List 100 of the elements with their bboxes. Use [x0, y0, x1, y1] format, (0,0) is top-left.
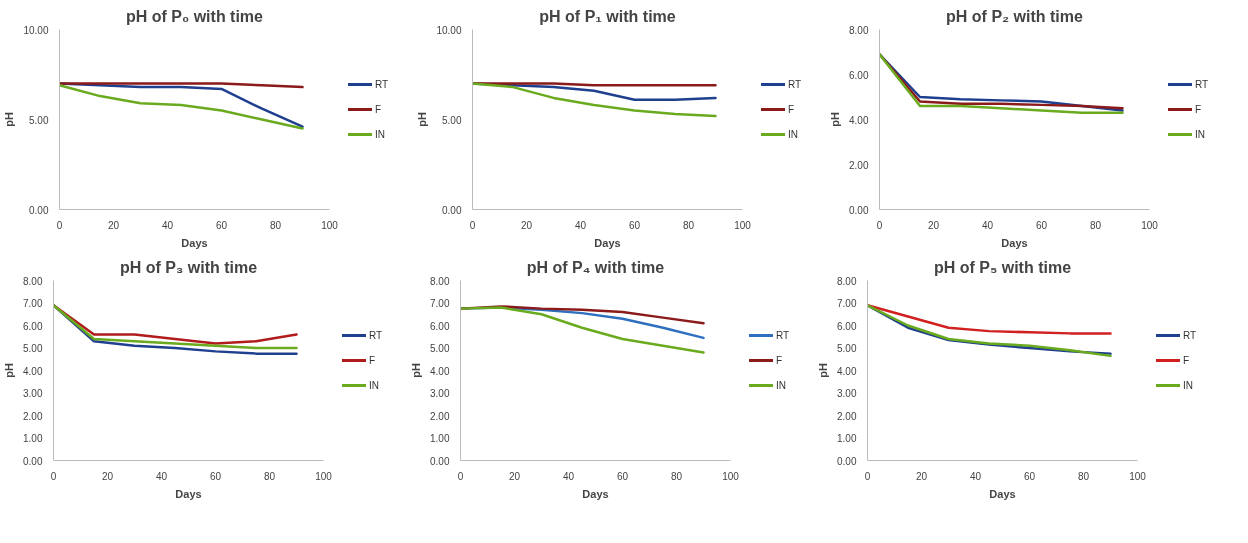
y-tick-label: 3.00 — [430, 388, 450, 399]
legend-label: F — [369, 355, 376, 366]
legend-label: IN — [776, 380, 786, 391]
legend-label: F — [776, 355, 783, 366]
y-tick-label: 5.00 — [29, 114, 49, 126]
legend-label: RT — [375, 79, 389, 90]
y-tick-label: 7.00 — [837, 298, 857, 309]
y-tick-label: 0.00 — [849, 204, 869, 216]
y-tick-label: 8.00 — [837, 275, 857, 287]
y-tick-label: 8.00 — [23, 275, 43, 287]
x-tick-label: 100 — [722, 470, 740, 482]
legend-label: RT — [369, 330, 383, 341]
x-tick-label: 40 — [981, 219, 994, 231]
x-tick-label: 80 — [263, 470, 276, 482]
y-tick-label: 5.00 — [442, 114, 462, 126]
x-tick-label: 100 — [734, 219, 752, 231]
y-tick-label: 10.00 — [23, 24, 49, 36]
x-tick-label: 60 — [215, 219, 228, 231]
y-tick-label: 3.00 — [837, 388, 857, 399]
y-tick-label: 5.00 — [837, 343, 857, 354]
x-tick-label: 100 — [315, 470, 333, 482]
x-tick-label: 80 — [682, 219, 695, 231]
x-tick-label: 80 — [670, 470, 683, 482]
x-axis-title: Days — [1001, 236, 1028, 249]
y-tick-label: 4.00 — [849, 114, 869, 126]
legend-label: RT — [776, 330, 790, 341]
y-tick-label: 5.00 — [23, 343, 43, 354]
legend-label: F — [1183, 355, 1190, 366]
x-tick-label: 60 — [628, 219, 641, 231]
y-tick-label: 4.00 — [23, 365, 43, 377]
y-tick-label: 4.00 — [430, 365, 450, 377]
y-axis-title: pH — [416, 112, 429, 127]
y-axis-title: pH — [829, 112, 842, 127]
y-tick-label: 8.00 — [430, 275, 450, 287]
y-tick-label: 8.00 — [849, 24, 869, 36]
chart-title: pH of P₀ with time — [126, 7, 264, 25]
legend-label: F — [1195, 104, 1202, 115]
x-tick-label: 80 — [1089, 219, 1102, 231]
line-series — [867, 304, 1112, 335]
y-tick-label: 3.00 — [23, 388, 43, 399]
y-tick-label: 7.00 — [430, 298, 450, 309]
x-axis-title: Days — [175, 487, 202, 500]
x-tick-label: 100 — [321, 219, 339, 231]
x-tick-label: 20 — [107, 219, 120, 231]
legend-label: IN — [369, 380, 379, 391]
y-tick-label: 4.00 — [837, 365, 857, 377]
x-tick-label: 40 — [969, 470, 982, 482]
x-tick-label: 0 — [864, 470, 871, 482]
y-tick-label: 6.00 — [849, 69, 869, 81]
legend-label: RT — [788, 79, 802, 90]
y-tick-label: 5.00 — [430, 343, 450, 354]
y-tick-label: 6.00 — [430, 320, 450, 332]
chart-title: pH of P₄ with time — [526, 258, 665, 276]
y-tick-label: 2.00 — [430, 410, 450, 422]
chart-title: pH of P₁ with time — [539, 7, 676, 25]
y-axis-title: pH — [3, 363, 16, 378]
x-tick-label: 100 — [1141, 219, 1159, 231]
y-tick-label: 0.00 — [430, 455, 450, 467]
y-tick-label: 1.00 — [837, 433, 857, 444]
y-tick-label: 0.00 — [837, 455, 857, 467]
x-tick-label: 40 — [155, 470, 168, 482]
x-tick-label: 40 — [161, 219, 174, 231]
legend-label: RT — [1183, 330, 1197, 341]
y-axis-title: pH — [410, 363, 423, 378]
x-tick-label: 0 — [469, 219, 476, 231]
x-tick-label: 0 — [50, 470, 57, 482]
x-tick-label: 20 — [508, 470, 521, 482]
x-tick-label: 20 — [927, 219, 940, 231]
chart-title: pH of P₂ with time — [946, 7, 1084, 25]
y-tick-label: 10.00 — [436, 24, 462, 36]
legend-label: F — [375, 104, 382, 115]
legend-label: IN — [1195, 129, 1205, 140]
x-tick-label: 60 — [209, 470, 222, 482]
legend-label: IN — [1183, 380, 1193, 391]
x-tick-label: 100 — [1129, 470, 1147, 482]
line-series — [460, 306, 705, 354]
y-axis-title: pH — [3, 112, 16, 127]
x-tick-label: 20 — [915, 470, 928, 482]
legend-label: F — [788, 104, 795, 115]
y-axis-title: pH — [817, 363, 830, 378]
y-tick-label: 6.00 — [837, 320, 857, 332]
x-tick-label: 80 — [269, 219, 282, 231]
legend-label: RT — [1195, 79, 1209, 90]
x-tick-label: 80 — [1077, 470, 1090, 482]
y-tick-label: 0.00 — [23, 455, 43, 467]
x-tick-label: 0 — [56, 219, 63, 231]
x-tick-label: 40 — [562, 470, 575, 482]
x-axis-title: Days — [582, 487, 609, 500]
y-tick-label: 7.00 — [23, 298, 43, 309]
x-tick-label: 0 — [457, 470, 464, 482]
chart-title: pH of P₅ with time — [933, 258, 1072, 276]
x-tick-label: 60 — [1023, 470, 1036, 482]
y-tick-label: 0.00 — [29, 204, 49, 216]
y-tick-label: 1.00 — [430, 433, 450, 444]
line-series — [472, 82, 717, 118]
x-axis-title: Days — [989, 487, 1016, 500]
legend-label: IN — [788, 129, 798, 140]
x-axis-title: Days — [594, 236, 621, 249]
x-tick-label: 60 — [1035, 219, 1048, 231]
x-tick-label: 20 — [101, 470, 114, 482]
